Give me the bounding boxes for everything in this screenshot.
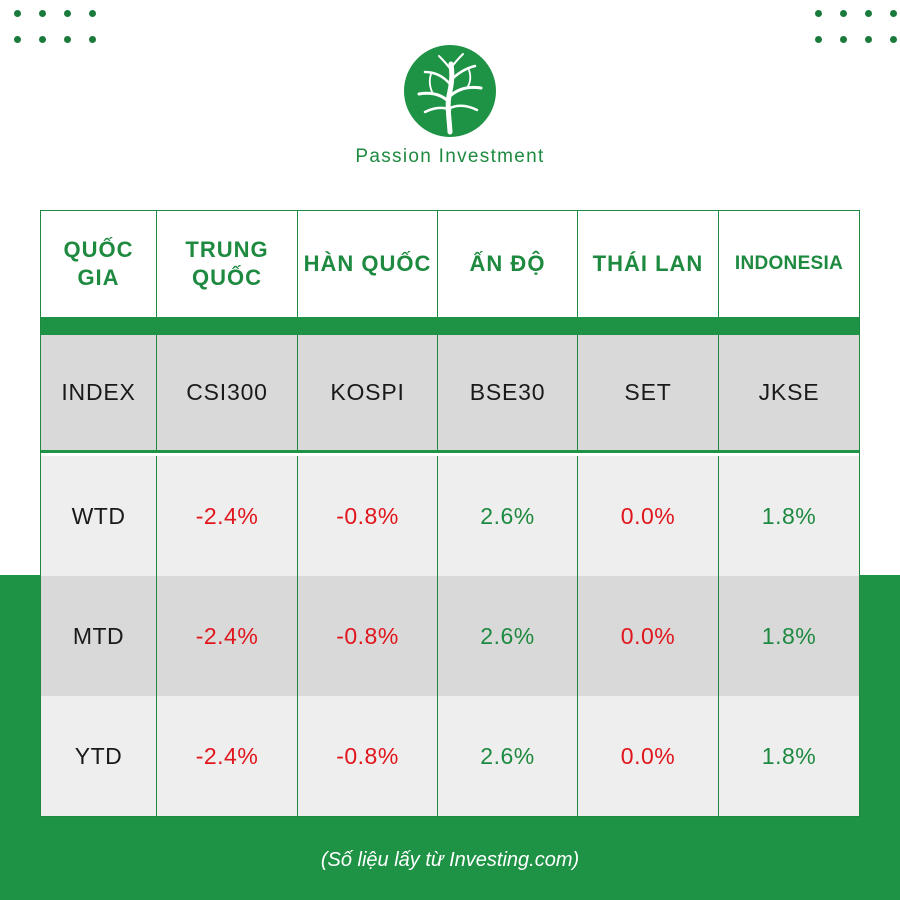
value-cell: 0.0% (578, 456, 719, 576)
decorative-dots-right (815, 10, 897, 43)
index-row: INDEX CSI300 KOSPI BSE30 SET JKSE (41, 335, 859, 453)
index-indonesia: JKSE (758, 379, 820, 405)
table-row-mtd: MTD -2.4% -0.8% 2.6% 0.0% 1.8% (41, 576, 859, 696)
header-thailand: THÁI LAN (578, 211, 719, 317)
source-note: (Số liệu lấy từ Investing.com) (320, 849, 580, 871)
index-label: INDEX (41, 335, 157, 450)
header-china: TRUNG QUỐC (157, 211, 298, 317)
value-cell: -0.8% (298, 696, 438, 816)
table-row-ytd: YTD -2.4% -0.8% 2.6% 0.0% 1.8% (41, 696, 859, 816)
header-row: QUỐC GIA TRUNG QUỐC HÀN QUỐC ẤN ĐỘ THÁI … (41, 211, 859, 317)
row-label: YTD (41, 696, 157, 816)
header-korea: HÀN QUỐC (298, 211, 438, 317)
decorative-dots-left (14, 10, 96, 43)
value-cell: -2.4% (157, 696, 298, 816)
brand-name: Passion Investment (355, 146, 545, 167)
value-cell: 2.6% (438, 696, 578, 816)
value-cell: 2.6% (438, 576, 578, 696)
tree-icon (404, 45, 496, 137)
value-cell: 0.0% (578, 576, 719, 696)
market-table: QUỐC GIA TRUNG QUỐC HÀN QUỐC ẤN ĐỘ THÁI … (40, 210, 860, 817)
row-label: MTD (41, 576, 157, 696)
table-row-wtd: WTD -2.4% -0.8% 2.6% 0.0% 1.8% (41, 456, 859, 576)
value-cell: 1.8% (761, 742, 817, 769)
value-cell: 0.0% (578, 696, 719, 816)
header-indonesia: INDONESIA (734, 253, 844, 274)
value-cell: -2.4% (157, 456, 298, 576)
value-cell: -2.4% (157, 576, 298, 696)
value-cell: 2.6% (438, 456, 578, 576)
value-cell: 1.8% (761, 622, 817, 649)
header-divider (41, 317, 859, 335)
index-korea: KOSPI (298, 335, 438, 450)
index-thailand: SET (578, 335, 719, 450)
header-country: QUỐC GIA (41, 211, 157, 317)
header-india: ẤN ĐỘ (438, 211, 578, 317)
row-label: WTD (41, 456, 157, 576)
value-cell: -0.8% (298, 456, 438, 576)
value-cell: -0.8% (298, 576, 438, 696)
index-india: BSE30 (438, 335, 578, 450)
index-china: CSI300 (157, 335, 298, 450)
value-cell: 1.8% (761, 502, 817, 529)
